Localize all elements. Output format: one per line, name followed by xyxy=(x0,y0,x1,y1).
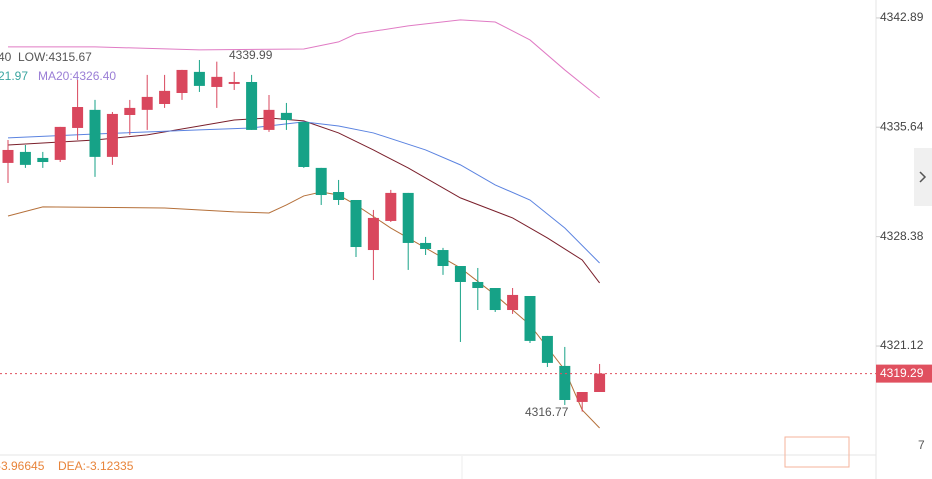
candle-body xyxy=(2,149,14,163)
macd-box xyxy=(784,436,850,468)
candle-body xyxy=(280,112,292,120)
candle-body xyxy=(524,295,536,341)
annotation: 21.97 xyxy=(0,69,28,83)
candle-body xyxy=(19,151,31,165)
annotation: 4316.77 xyxy=(525,405,569,419)
candle-body xyxy=(315,167,327,196)
indicator-line xyxy=(7,191,600,429)
candle-body xyxy=(211,76,223,87)
candle-body xyxy=(106,113,118,157)
expand-button[interactable] xyxy=(914,148,932,206)
indicator-line xyxy=(7,117,600,284)
candle-body xyxy=(54,126,66,160)
candle-body xyxy=(333,192,345,200)
expand-button-bg[interactable] xyxy=(914,148,932,206)
candle-body xyxy=(176,69,188,93)
candle-body xyxy=(367,217,379,251)
annotation: DEA:-3.12335 xyxy=(58,459,134,473)
annotation: -3.96645 xyxy=(0,459,45,473)
annotation: MA20:4326.40 xyxy=(38,69,116,83)
candle-body xyxy=(141,96,153,110)
candle-body xyxy=(89,109,101,157)
y-tick-label: 4342.89 xyxy=(880,10,924,24)
candle-body xyxy=(454,266,466,282)
y-tick-label: 4335.64 xyxy=(880,119,924,133)
candle-body xyxy=(385,192,397,221)
candle-body xyxy=(472,281,484,289)
chevron[interactable] xyxy=(919,171,927,183)
y-tick-label: 4328.38 xyxy=(880,229,924,243)
candle-body xyxy=(420,242,432,249)
annotation: LOW:4315.67 xyxy=(18,50,92,64)
candle-body xyxy=(541,335,553,363)
last-price-label: 4319.29 xyxy=(880,366,924,380)
candle-body xyxy=(437,250,449,267)
indicator-line xyxy=(8,19,600,99)
last-price-box xyxy=(876,364,932,383)
candle-body xyxy=(350,199,362,248)
candle-body xyxy=(402,192,414,243)
candle-body xyxy=(594,373,606,393)
candle-body xyxy=(489,288,501,311)
indicator-line xyxy=(7,121,600,264)
candle-body xyxy=(507,294,519,311)
y-tick-label: 4321.12 xyxy=(880,338,924,352)
candle-body xyxy=(72,107,84,128)
candle-body xyxy=(559,365,571,400)
candle-body xyxy=(576,392,588,402)
annotation: 4339.99 xyxy=(229,48,273,62)
candle-body xyxy=(263,109,275,130)
candle-body xyxy=(37,157,49,163)
candle-body xyxy=(159,90,171,104)
annotation: 7 xyxy=(918,438,925,452)
annotation: 40 xyxy=(0,50,12,64)
candle-body xyxy=(124,107,136,115)
candle-body xyxy=(298,121,310,167)
candle-body xyxy=(193,71,205,86)
candle-body xyxy=(246,81,258,130)
candle-body xyxy=(228,81,240,84)
